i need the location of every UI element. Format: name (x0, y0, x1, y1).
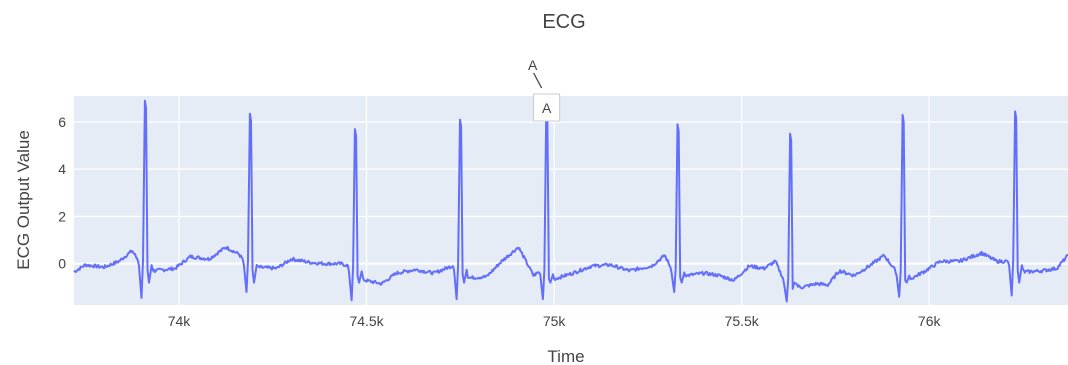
annotation-arrow (534, 73, 542, 88)
y-tick-label: 2 (58, 208, 66, 224)
y-axis-ticks: 0 2 4 6 (58, 114, 66, 272)
x-axis-title: Time (547, 347, 584, 365)
chart-title: ECG (542, 11, 585, 33)
x-tick-label: 74k (168, 313, 192, 329)
annotation-text: A (528, 57, 538, 73)
y-tick-label: 4 (58, 161, 66, 177)
annotation: A (528, 57, 542, 88)
y-tick-label: 6 (58, 114, 66, 130)
y-tick-label: 0 (58, 256, 66, 272)
x-tick-label: 75.5k (725, 313, 760, 329)
x-tick-label: 75k (543, 313, 567, 329)
x-tick-label: 74.5k (349, 313, 384, 329)
x-axis-ticks: 74k 74.5k 75k 75.5k 76k (168, 313, 942, 329)
hover-label-text: A (542, 100, 552, 116)
y-axis-title: ECG Output Value (14, 130, 33, 270)
x-tick-label: 76k (918, 313, 942, 329)
hover-label: A (534, 94, 560, 121)
